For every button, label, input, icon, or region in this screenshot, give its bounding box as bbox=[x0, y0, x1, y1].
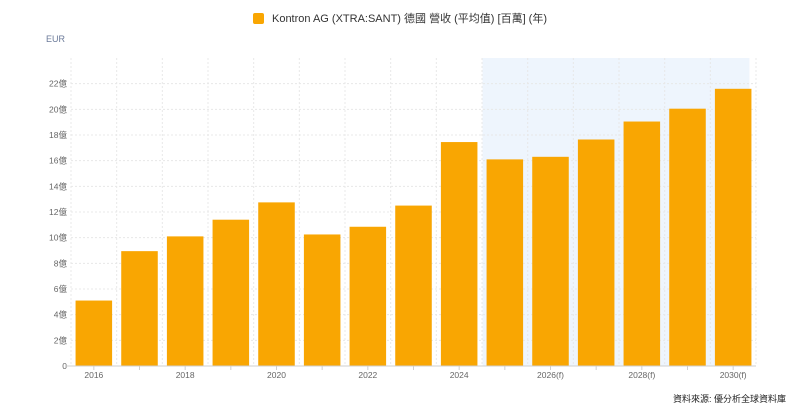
bar bbox=[121, 251, 158, 366]
x-tick-label: 2018 bbox=[176, 370, 195, 380]
bar bbox=[395, 205, 432, 366]
bar bbox=[349, 226, 387, 366]
bar bbox=[166, 236, 204, 366]
legend-swatch bbox=[252, 12, 264, 24]
unit-label: EUR bbox=[46, 34, 66, 44]
x-tick-label: 2020 bbox=[267, 370, 286, 380]
x-tick-label: 2030(f) bbox=[720, 370, 747, 380]
bar bbox=[669, 108, 706, 367]
legend-label: Kontron AG (XTRA:SANT) 德國 營收 (平均值) [百萬] … bbox=[271, 13, 548, 25]
x-tick-label: 2022 bbox=[358, 370, 377, 380]
y-tick-label: 12億 bbox=[49, 207, 67, 217]
chart-legend[interactable]: Kontron AG (XTRA:SANT) 德國 營收 (平均值) [百萬] … bbox=[0, 10, 800, 26]
bar bbox=[486, 159, 524, 366]
bar bbox=[212, 219, 250, 366]
x-tick-label: 2026(f) bbox=[537, 370, 564, 380]
y-tick-label: 4億 bbox=[54, 310, 68, 320]
y-tick-label: 6億 bbox=[54, 284, 68, 294]
y-tick-label: 0 bbox=[62, 361, 67, 371]
y-tick-label: 20億 bbox=[49, 104, 67, 114]
bar bbox=[623, 121, 661, 367]
x-tick-label: 2028(f) bbox=[628, 370, 655, 380]
bar bbox=[532, 156, 569, 366]
source-note: 資料來源: 優分析全球資料庫 bbox=[672, 394, 786, 404]
bar bbox=[303, 234, 341, 366]
y-tick-label: 22億 bbox=[49, 79, 67, 89]
y-tick-label: 10億 bbox=[49, 233, 67, 243]
bar bbox=[75, 300, 113, 366]
bar bbox=[258, 202, 295, 366]
y-tick-label: 18億 bbox=[49, 130, 67, 140]
y-tick-label: 14億 bbox=[49, 181, 67, 191]
x-tick-label: 2016 bbox=[84, 370, 103, 380]
bar bbox=[714, 88, 752, 367]
y-tick-label: 8億 bbox=[54, 258, 68, 268]
bar bbox=[440, 142, 478, 366]
y-tick-label: 2億 bbox=[54, 335, 68, 345]
y-tick-label: 16億 bbox=[49, 156, 67, 166]
x-tick-label: 2024 bbox=[450, 370, 469, 380]
bar bbox=[577, 139, 615, 366]
